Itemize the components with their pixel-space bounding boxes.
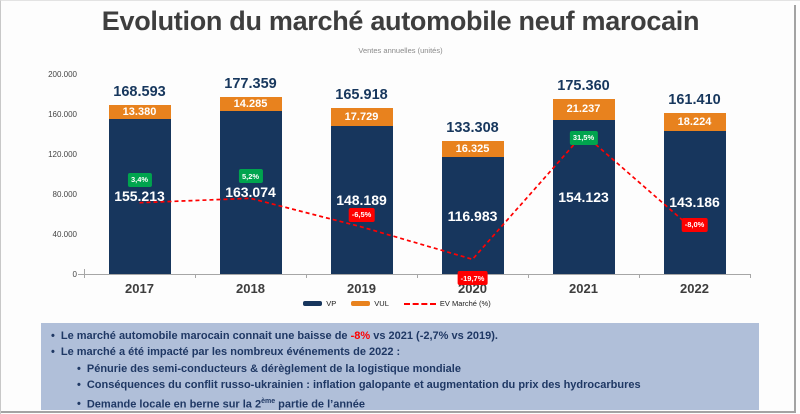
bar-vul-value-label: 13.380 [122, 106, 157, 119]
bar-total-label: 168.593 [113, 84, 166, 101]
legend-item: EV Marché (%) [403, 299, 491, 308]
y-axis-tick-label: 80.000 [52, 190, 77, 199]
bar-segment-vul [552, 98, 615, 120]
y-axis-tick-label: 40.000 [52, 230, 77, 239]
bar-segment-vul [219, 96, 282, 111]
bar-segment-vul [441, 140, 504, 158]
bar-total-label: 161.410 [668, 91, 721, 108]
bullet-dot-icon: • [77, 379, 81, 392]
x-axis-tick [195, 274, 196, 278]
y-axis: 200.000 160.000 120.000 80.000 40.000 0 [1, 70, 77, 279]
x-axis-category-label: 2017 [125, 281, 154, 296]
bar-total-label: 133.308 [446, 119, 499, 136]
bar-vp-value-label: 163.074 [225, 184, 276, 201]
bar-segment-vp [663, 130, 726, 274]
bar-total-label: 175.360 [557, 77, 610, 94]
x-axis-category-label: 2018 [236, 281, 265, 296]
bar-vp-value-label: 116.983 [447, 207, 498, 224]
y-axis-tick-label: 200.000 [48, 70, 77, 79]
x-axis-category-label: 2019 [347, 281, 376, 296]
chart-legend: VP VUL EV Marché (%) [1, 299, 800, 308]
legend-item-label: VUL [374, 299, 389, 308]
x-axis-tick [306, 274, 307, 278]
growth-pct-badge: 5,2% [238, 169, 263, 184]
bar-segment-vul [663, 112, 726, 131]
bar-vp-value-label: 154.123 [558, 188, 609, 205]
chart-subtitle: Ventes annuelles (unités) [358, 46, 443, 55]
bullet-dot-icon: • [77, 362, 81, 375]
bar-vul-value-label: 16.325 [455, 142, 490, 155]
summary-bullet: • Conséquences du conflit russo-ukrainien… [77, 379, 641, 392]
x-axis-tick [528, 274, 529, 278]
legend-item: VUL [351, 299, 389, 308]
ev-marche-line [139, 132, 696, 261]
y-axis-tick-label: 120.000 [48, 150, 77, 159]
legend-line-swatch [403, 302, 436, 305]
summary-bullet: • Le marché a été impacté par les nombreu… [51, 346, 401, 359]
bar-segment-vp [219, 110, 282, 274]
x-axis-category-label: 2021 [569, 281, 598, 296]
x-axis-tick [417, 274, 418, 278]
x-axis-extension [78, 274, 84, 275]
slide-right-edge [794, 5, 796, 411]
bullet-dot-icon: • [77, 398, 81, 411]
bar-segment-vul [330, 108, 393, 126]
bullet-dot-icon: • [51, 346, 55, 359]
x-axis-tick [84, 274, 85, 278]
bar-segment-vp [552, 119, 615, 274]
bar-total-label: 165.918 [335, 87, 388, 104]
bar-vp-value-label: 155.213 [114, 188, 165, 205]
bar-vul-value-label: 21.237 [566, 103, 601, 116]
y-axis-tick-label: 0 [72, 270, 77, 279]
growth-pct-badge: 31,5% [569, 130, 598, 145]
bar-total-label: 177.359 [224, 75, 277, 92]
chart-plot-area: 168.593 13.380 155.213 2017 3,4% 177.359 14.28… [78, 74, 751, 296]
bar-segment-vul [108, 105, 171, 119]
summary-box: • Le marché automobile marocain connait u… [41, 323, 759, 410]
y-axis-stub [84, 269, 85, 274]
slide-bottom-edge [1, 411, 796, 413]
summary-bullet: • Demande locale en berne sur la 2ème par… [77, 397, 365, 411]
bar-vp-value-label: 143.186 [669, 194, 720, 211]
x-axis-category-label: 2022 [680, 281, 709, 296]
bar-vul-value-label: 18.224 [677, 115, 712, 128]
bar-vul-value-label: 14.285 [233, 97, 268, 110]
bar-vp-value-label: 148.189 [336, 191, 387, 208]
bullet-dot-icon: • [51, 330, 55, 342]
legend-vul-swatch [351, 301, 371, 306]
growth-pct-badge: -6,5% [348, 207, 375, 222]
bar-segment-vp [330, 125, 393, 274]
bar-segment-vp [441, 157, 504, 274]
y-axis-tick-label: 160.000 [48, 110, 77, 119]
legend-item-label: EV Marché (%) [439, 299, 491, 308]
legend-item: VP [303, 299, 336, 308]
summary-bullet: • Pénurie des semi-conducteurs & dérèglem… [77, 362, 461, 375]
summary-bullet: • Le marché automobile marocain connait u… [51, 330, 498, 342]
legend-item-label: VP [326, 299, 337, 308]
legend-vp-swatch [303, 301, 323, 306]
growth-pct-badge: -19,7% [457, 271, 488, 286]
bar-segment-vp [108, 118, 171, 274]
x-axis-tick [639, 274, 640, 278]
bar-vul-value-label: 17.729 [344, 110, 379, 123]
page-title: Evolution du marché automobile neuf maro… [101, 6, 700, 36]
growth-pct-badge: 3,4% [127, 172, 152, 187]
growth-pct-badge: -8,0% [681, 217, 708, 232]
x-axis-tick [750, 274, 751, 278]
